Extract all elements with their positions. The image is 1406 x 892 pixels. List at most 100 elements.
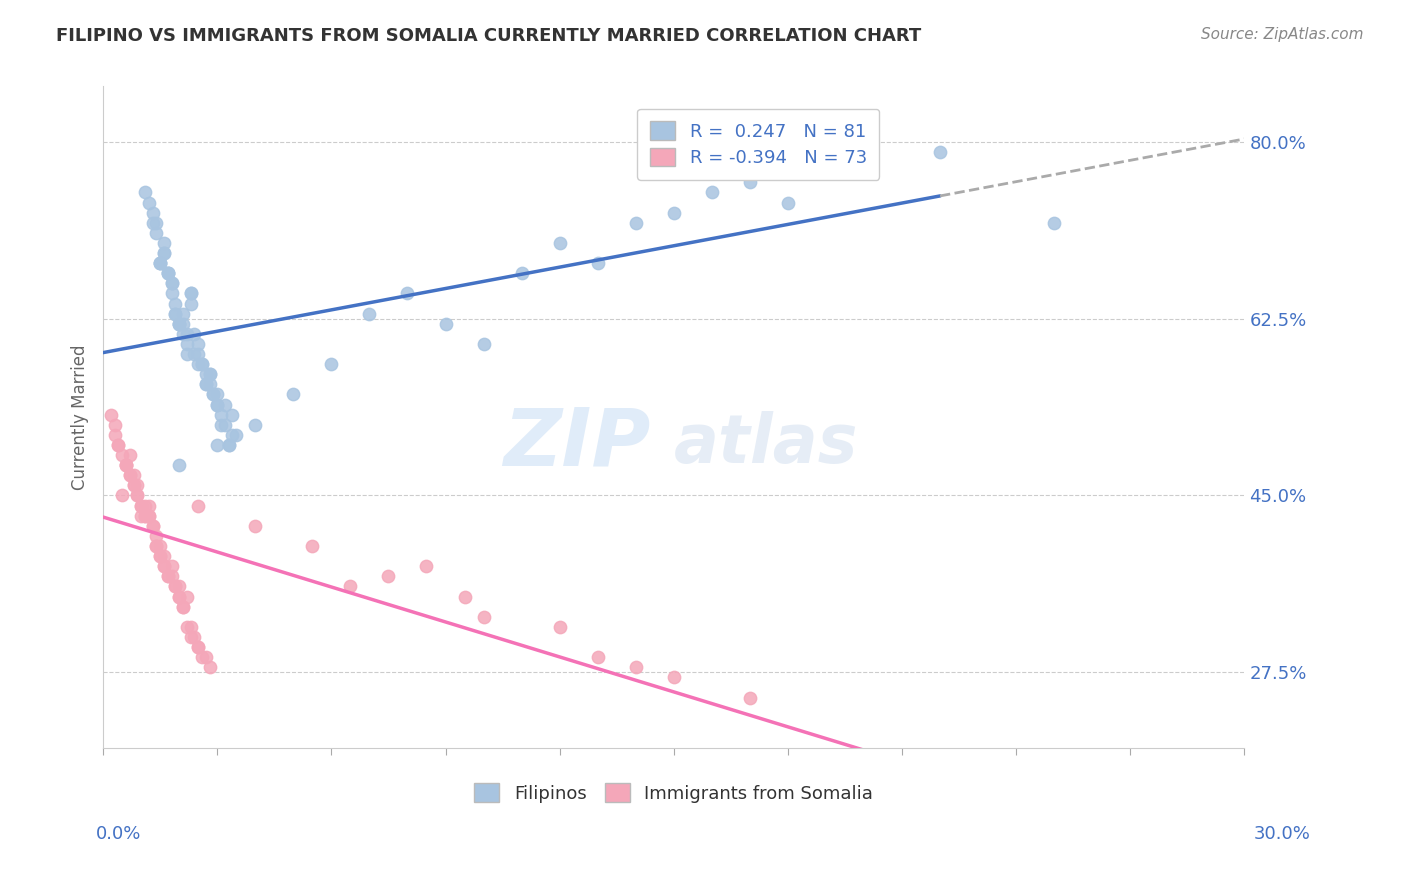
Point <box>122 468 145 483</box>
Point <box>111 448 134 462</box>
Point <box>145 216 167 230</box>
Point <box>814 165 837 179</box>
Point <box>156 266 179 280</box>
Point <box>172 599 194 614</box>
Point <box>107 438 129 452</box>
Point <box>194 650 217 665</box>
Point <box>183 347 205 361</box>
Point <box>129 499 152 513</box>
Point <box>122 478 145 492</box>
Point <box>160 277 183 291</box>
Point <box>415 559 437 574</box>
Point <box>191 650 214 665</box>
Y-axis label: Currently Married: Currently Married <box>72 344 89 490</box>
Point <box>202 387 225 401</box>
Point <box>153 246 176 260</box>
Point <box>153 559 176 574</box>
Point <box>103 428 125 442</box>
Point <box>207 387 229 401</box>
Point <box>183 630 205 644</box>
Point <box>138 195 160 210</box>
Point <box>339 579 361 593</box>
Point <box>142 205 165 219</box>
Point <box>176 620 198 634</box>
Point <box>207 438 229 452</box>
Point <box>198 368 221 382</box>
Point <box>165 307 187 321</box>
Point <box>245 518 267 533</box>
Point <box>122 478 145 492</box>
Point <box>1043 216 1066 230</box>
Text: FILIPINO VS IMMIGRANTS FROM SOMALIA CURRENTLY MARRIED CORRELATION CHART: FILIPINO VS IMMIGRANTS FROM SOMALIA CURR… <box>56 27 921 45</box>
Point <box>738 690 761 705</box>
Point <box>160 286 183 301</box>
Point <box>167 590 190 604</box>
Point <box>548 620 571 634</box>
Point <box>198 377 221 392</box>
Point <box>187 337 209 351</box>
Point <box>165 307 187 321</box>
Point <box>586 650 609 665</box>
Point <box>176 326 198 341</box>
Point <box>160 277 183 291</box>
Point <box>127 478 149 492</box>
Point <box>115 458 138 473</box>
Point <box>100 408 122 422</box>
Point <box>129 508 152 523</box>
Point <box>160 569 183 583</box>
Point <box>180 296 202 310</box>
Legend: Filipinos, Immigrants from Somalia: Filipinos, Immigrants from Somalia <box>465 774 883 812</box>
Text: 0.0%: 0.0% <box>96 825 141 843</box>
Text: atlas: atlas <box>673 410 858 476</box>
Point <box>134 508 156 523</box>
Text: Source: ZipAtlas.com: Source: ZipAtlas.com <box>1201 27 1364 42</box>
Point <box>145 539 167 553</box>
Point <box>165 296 187 310</box>
Point <box>149 549 172 563</box>
Point <box>103 417 125 432</box>
Point <box>202 387 225 401</box>
Point <box>221 428 243 442</box>
Point <box>165 579 187 593</box>
Point <box>176 347 198 361</box>
Point <box>138 508 160 523</box>
Point <box>107 438 129 452</box>
Point <box>852 155 875 169</box>
Point <box>207 398 229 412</box>
Point <box>156 266 179 280</box>
Point <box>149 256 172 270</box>
Point <box>149 256 172 270</box>
Point <box>510 266 533 280</box>
Point <box>142 216 165 230</box>
Point <box>129 499 152 513</box>
Point <box>142 518 165 533</box>
Point <box>194 377 217 392</box>
Point <box>142 518 165 533</box>
Point <box>453 590 475 604</box>
Point <box>283 387 305 401</box>
Point <box>156 569 179 583</box>
Point <box>156 266 179 280</box>
Point <box>153 549 176 563</box>
Point <box>138 508 160 523</box>
Point <box>207 398 229 412</box>
Text: 30.0%: 30.0% <box>1254 825 1310 843</box>
Point <box>172 326 194 341</box>
Point <box>187 499 209 513</box>
Point <box>153 559 176 574</box>
Point <box>191 357 214 371</box>
Point <box>167 579 190 593</box>
Point <box>134 186 156 200</box>
Point <box>396 286 419 301</box>
Point <box>134 499 156 513</box>
Point <box>153 235 176 250</box>
Point <box>209 408 232 422</box>
Point <box>149 256 172 270</box>
Point <box>160 559 183 574</box>
Point <box>127 488 149 502</box>
Point <box>321 357 343 371</box>
Point <box>377 569 399 583</box>
Point <box>221 408 243 422</box>
Point <box>586 256 609 270</box>
Point <box>118 468 141 483</box>
